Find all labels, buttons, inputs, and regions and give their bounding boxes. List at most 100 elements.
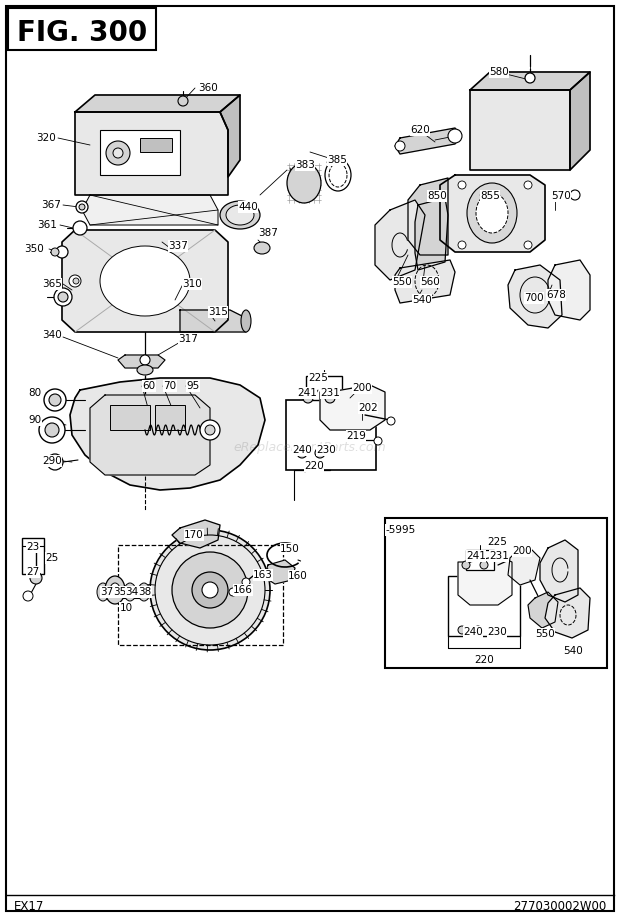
Polygon shape <box>320 385 385 430</box>
Circle shape <box>303 393 313 403</box>
Circle shape <box>458 181 466 189</box>
Text: 160: 160 <box>288 571 308 581</box>
Circle shape <box>480 561 488 569</box>
Circle shape <box>205 425 215 435</box>
Circle shape <box>202 582 218 598</box>
Circle shape <box>54 288 72 306</box>
Circle shape <box>524 241 532 249</box>
Ellipse shape <box>110 583 120 597</box>
Text: 315: 315 <box>208 307 228 317</box>
Text: 95: 95 <box>187 381 200 391</box>
Circle shape <box>30 572 42 584</box>
Text: 310: 310 <box>182 279 202 289</box>
Bar <box>155 405 185 430</box>
Circle shape <box>51 458 59 466</box>
Text: 385: 385 <box>327 155 347 165</box>
Circle shape <box>242 578 250 586</box>
Ellipse shape <box>325 159 351 191</box>
Polygon shape <box>70 378 265 490</box>
Circle shape <box>387 417 395 425</box>
Circle shape <box>79 204 85 210</box>
Text: 850: 850 <box>427 191 447 201</box>
Text: 360: 360 <box>198 83 218 93</box>
Text: 60: 60 <box>143 381 156 391</box>
Text: 220: 220 <box>304 461 324 471</box>
Text: 25: 25 <box>45 553 59 563</box>
Polygon shape <box>440 175 545 252</box>
Text: 540: 540 <box>563 646 583 656</box>
Bar <box>100 130 180 175</box>
Text: 678: 678 <box>546 290 566 300</box>
Polygon shape <box>118 355 165 368</box>
Text: 37: 37 <box>100 587 113 597</box>
Circle shape <box>45 423 59 437</box>
Circle shape <box>73 221 87 235</box>
Text: 620: 620 <box>410 125 430 135</box>
Bar <box>8 8 156 50</box>
Text: 540: 540 <box>412 295 432 305</box>
Text: 200: 200 <box>512 546 532 556</box>
Circle shape <box>525 73 535 83</box>
Text: 202: 202 <box>358 403 378 413</box>
Text: 277030002W00: 277030002W00 <box>513 900 606 913</box>
Polygon shape <box>470 72 590 90</box>
Text: eReplacementParts.com: eReplacementParts.com <box>234 441 386 455</box>
Polygon shape <box>395 128 460 154</box>
Polygon shape <box>508 265 562 328</box>
Bar <box>140 138 172 152</box>
Text: 367: 367 <box>41 200 61 210</box>
Bar <box>306 376 342 400</box>
Polygon shape <box>548 260 590 320</box>
Text: 231: 231 <box>489 551 509 561</box>
Ellipse shape <box>476 193 508 233</box>
Circle shape <box>113 148 123 158</box>
Circle shape <box>325 393 335 403</box>
Polygon shape <box>508 548 540 585</box>
Circle shape <box>192 572 228 608</box>
Text: 241: 241 <box>297 388 317 398</box>
Text: -5995: -5995 <box>386 525 416 535</box>
Polygon shape <box>75 112 228 195</box>
Ellipse shape <box>287 163 321 203</box>
Circle shape <box>315 448 325 458</box>
Polygon shape <box>220 95 240 177</box>
Text: 230: 230 <box>487 627 507 637</box>
Circle shape <box>448 129 462 143</box>
Polygon shape <box>264 560 295 584</box>
Ellipse shape <box>100 246 190 316</box>
Polygon shape <box>415 198 448 270</box>
Bar <box>448 576 520 636</box>
Text: FIG. 300: FIG. 300 <box>17 19 147 47</box>
Circle shape <box>150 530 270 650</box>
Text: 230: 230 <box>316 445 336 455</box>
Polygon shape <box>540 540 578 602</box>
Ellipse shape <box>138 583 150 601</box>
Text: 550: 550 <box>392 277 412 287</box>
Text: 350: 350 <box>24 244 44 254</box>
Polygon shape <box>375 200 425 280</box>
Polygon shape <box>82 195 218 225</box>
Ellipse shape <box>241 310 251 332</box>
Circle shape <box>44 389 66 411</box>
Text: 365: 365 <box>42 279 62 289</box>
Ellipse shape <box>220 201 260 229</box>
Polygon shape <box>570 72 590 170</box>
Bar <box>286 400 376 470</box>
Ellipse shape <box>254 242 270 254</box>
Circle shape <box>49 394 61 406</box>
Circle shape <box>140 355 150 365</box>
Polygon shape <box>528 592 558 628</box>
Text: 337: 337 <box>168 241 188 251</box>
Polygon shape <box>395 260 455 303</box>
Polygon shape <box>62 230 228 332</box>
Polygon shape <box>408 178 448 255</box>
Ellipse shape <box>111 583 123 601</box>
Text: 163: 163 <box>253 570 273 580</box>
Polygon shape <box>470 90 570 170</box>
Text: 27: 27 <box>27 567 40 577</box>
Text: 560: 560 <box>420 277 440 287</box>
Text: 440: 440 <box>238 202 258 212</box>
Circle shape <box>58 292 68 302</box>
Circle shape <box>23 591 33 601</box>
Circle shape <box>76 201 88 213</box>
